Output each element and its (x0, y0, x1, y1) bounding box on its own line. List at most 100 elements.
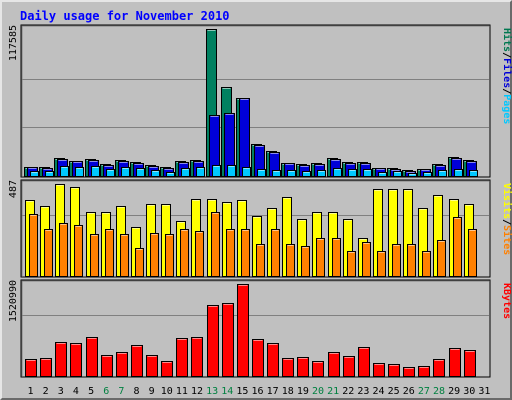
bar-pages-day-25 (393, 171, 402, 177)
day-label-31: 31 (478, 386, 490, 397)
bar-sites-day-13 (211, 212, 220, 277)
legend-entry-pages: Pages (501, 94, 512, 124)
chart-title: Daily usage for November 2010 (20, 9, 230, 23)
day-label-6: 6 (103, 386, 109, 397)
day-label-2: 2 (43, 386, 49, 397)
bar-pages-day-29 (454, 169, 463, 177)
bar-kbytes-day-2 (40, 358, 52, 377)
bar-sites-day-2 (44, 229, 53, 277)
bar-kbytes-day-19 (297, 357, 309, 377)
bar-kbytes-day-5 (86, 337, 98, 377)
bar-sites-day-27 (422, 251, 431, 277)
bar-pages-day-19 (302, 171, 311, 177)
day-label-8: 8 (133, 386, 139, 397)
bar-kbytes-day-12 (191, 337, 203, 377)
bar-pages-day-8 (136, 168, 145, 177)
bar-pages-day-3 (60, 166, 69, 177)
day-label-22: 22 (342, 386, 354, 397)
day-label-7: 7 (118, 386, 124, 397)
bar-kbytes-day-6 (101, 355, 113, 377)
day-label-5: 5 (88, 386, 94, 397)
bar-pages-day-11 (181, 168, 190, 177)
bar-kbytes-day-18 (282, 358, 294, 377)
legend-entry-sep: / (501, 52, 512, 58)
bar-kbytes-day-21 (328, 352, 340, 377)
day-label-16: 16 (251, 386, 263, 397)
x-axis-day-labels: 1 2 3 4 5 6 7 8 9 10 11 12 13 14 15 16 17 18 19 20 21 22 23 24 2… (28, 386, 491, 397)
day-label-12: 12 (191, 386, 203, 397)
bar-sites-day-9 (150, 233, 159, 277)
bar-kbytes-day-26 (403, 367, 415, 377)
bar-kbytes-day-27 (418, 366, 430, 377)
bar-sites-day-28 (437, 240, 446, 277)
day-label-9: 9 (149, 386, 155, 397)
day-label-23: 23 (357, 386, 369, 397)
bar-sites-day-22 (347, 251, 356, 277)
bar-sites-day-20 (316, 238, 325, 277)
legend-entry-sep: / (501, 88, 512, 94)
day-label-21: 21 (327, 386, 339, 397)
day-label-18: 18 (282, 386, 294, 397)
legend-visitors: Visits/Sites (501, 183, 512, 255)
day-label-13: 13 (206, 386, 218, 397)
y-max-label-requests: 117585 (8, 25, 19, 61)
bar-pages-day-27 (423, 172, 432, 177)
bar-kbytes-day-16 (252, 339, 264, 377)
bar-kbytes-day-10 (161, 361, 173, 377)
bar-pages-day-12 (196, 167, 205, 177)
bar-sites-day-23 (362, 242, 371, 277)
bar-sites-day-12 (195, 231, 204, 277)
bar-sites-day-14 (226, 229, 235, 277)
legend-entry-sep: / (501, 219, 512, 225)
bar-kbytes-day-15 (237, 284, 249, 377)
bar-pages-day-2 (45, 171, 54, 177)
day-label-24: 24 (373, 386, 385, 397)
bar-kbytes-day-4 (70, 343, 82, 377)
bar-sites-day-3 (59, 223, 68, 277)
bar-pages-day-21 (333, 168, 342, 177)
day-label-10: 10 (161, 386, 173, 397)
bar-kbytes-day-24 (373, 363, 385, 377)
bar-pages-day-1 (30, 171, 39, 177)
legend-entry-files: Files (501, 58, 512, 88)
bar-pages-day-4 (75, 167, 84, 177)
day-label-28: 28 (433, 386, 445, 397)
panel-visitors: 487 Visits/Sites (8, 179, 512, 278)
bar-pages-day-18 (287, 170, 296, 177)
bar-pages-day-23 (363, 169, 372, 177)
bar-kbytes-day-3 (55, 342, 67, 377)
day-label-1: 1 (28, 386, 34, 397)
legend-entry-hits: Hits (501, 28, 512, 52)
bar-pages-day-9 (151, 170, 160, 177)
bar-sites-day-24 (377, 251, 386, 277)
bar-pages-day-15 (242, 167, 251, 177)
bar-sites-day-8 (135, 248, 144, 277)
bar-kbytes-day-29 (449, 348, 461, 377)
day-label-3: 3 (58, 386, 64, 397)
bar-kbytes-day-30 (464, 350, 476, 377)
bar-kbytes-day-13 (207, 305, 219, 377)
legend-requests: Hits/Files/Pages (501, 28, 512, 124)
day-label-26: 26 (403, 386, 415, 397)
legend-entry-kbytes: KBytes (501, 283, 512, 319)
panel-traffic: 1520990 KBytes (8, 279, 512, 378)
bar-files-day-15 (239, 98, 250, 177)
bar-sites-day-4 (74, 225, 83, 277)
day-label-11: 11 (176, 386, 188, 397)
bar-sites-day-29 (453, 217, 462, 277)
day-label-25: 25 (388, 386, 400, 397)
bar-sites-day-11 (180, 229, 189, 277)
bar-sites-day-6 (105, 229, 114, 277)
day-label-19: 19 (297, 386, 309, 397)
bar-pages-day-7 (121, 167, 130, 177)
bar-sites-day-25 (392, 244, 401, 277)
bar-kbytes-day-20 (312, 361, 324, 377)
y-max-label-traffic: 1520990 (8, 280, 19, 322)
bar-kbytes-day-22 (343, 356, 355, 377)
bar-kbytes-day-14 (222, 303, 234, 377)
bar-sites-day-21 (332, 238, 341, 277)
bar-kbytes-day-23 (358, 347, 370, 377)
bar-pages-day-17 (272, 170, 281, 177)
bar-sites-day-17 (271, 229, 280, 277)
